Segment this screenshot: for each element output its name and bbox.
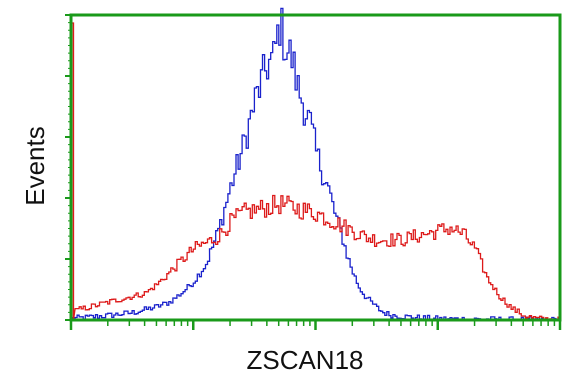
series-line-2 — [71, 22, 561, 321]
tick-layer — [65, 14, 562, 330]
y-axis-label: Events — [20, 126, 50, 206]
x-axis-label: ZSCAN18 — [246, 345, 363, 375]
